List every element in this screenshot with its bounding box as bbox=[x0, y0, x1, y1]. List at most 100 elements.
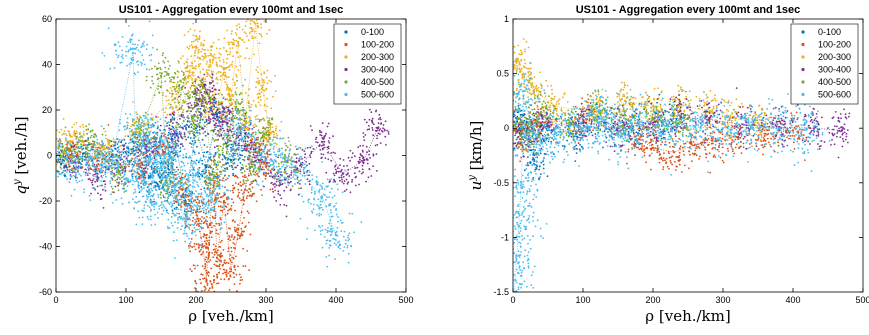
data-point bbox=[165, 99, 168, 102]
data-point bbox=[190, 143, 193, 145]
data-point bbox=[181, 137, 184, 140]
data-point bbox=[190, 126, 193, 129]
data-point bbox=[362, 161, 364, 164]
data-point bbox=[121, 150, 123, 153]
data-point bbox=[252, 124, 255, 127]
data-point bbox=[365, 180, 367, 183]
data-point bbox=[249, 233, 252, 236]
data-point bbox=[136, 118, 139, 120]
data-point bbox=[200, 44, 202, 46]
data-point bbox=[130, 130, 133, 132]
data-point bbox=[222, 96, 225, 99]
data-point bbox=[126, 145, 129, 148]
data-point bbox=[66, 178, 68, 181]
data-point bbox=[323, 140, 325, 143]
data-point bbox=[87, 161, 90, 163]
data-point bbox=[296, 171, 299, 174]
scatter-points bbox=[56, 19, 390, 292]
data-point bbox=[107, 151, 109, 154]
data-point bbox=[200, 282, 202, 285]
data-point bbox=[240, 189, 243, 192]
data-point bbox=[208, 254, 210, 256]
data-point bbox=[171, 145, 174, 148]
data-point bbox=[339, 164, 341, 167]
data-point bbox=[94, 173, 96, 176]
data-point bbox=[182, 145, 184, 148]
data-point bbox=[321, 137, 324, 139]
data-point bbox=[250, 30, 253, 33]
data-point bbox=[150, 59, 152, 62]
data-point bbox=[134, 73, 137, 76]
data-point bbox=[202, 211, 205, 214]
data-point bbox=[371, 121, 374, 124]
data-point bbox=[109, 139, 112, 142]
data-point bbox=[235, 73, 238, 76]
data-point bbox=[118, 172, 121, 175]
data-point bbox=[94, 171, 97, 174]
data-point bbox=[228, 289, 231, 291]
data-point bbox=[245, 179, 248, 182]
data-point bbox=[218, 89, 221, 92]
data-point bbox=[145, 48, 148, 51]
data-point bbox=[227, 92, 230, 94]
data-point bbox=[230, 164, 233, 167]
data-point bbox=[271, 122, 273, 125]
data-point bbox=[218, 265, 221, 268]
data-point bbox=[201, 216, 203, 218]
data-point bbox=[188, 243, 191, 245]
data-point bbox=[354, 167, 356, 170]
data-point bbox=[120, 180, 123, 183]
data-point bbox=[101, 153, 104, 156]
data-point bbox=[287, 178, 290, 181]
data-point bbox=[200, 248, 203, 251]
data-point bbox=[192, 72, 195, 74]
data-point bbox=[201, 114, 204, 116]
data-point bbox=[133, 170, 136, 172]
data-point bbox=[98, 146, 100, 149]
data-point bbox=[107, 124, 110, 126]
data-point bbox=[224, 167, 226, 170]
data-point bbox=[200, 125, 202, 128]
data-point bbox=[141, 62, 143, 65]
data-point bbox=[120, 153, 123, 156]
data-point bbox=[213, 253, 216, 256]
data-point bbox=[114, 174, 117, 177]
data-point bbox=[243, 31, 246, 33]
data-point bbox=[93, 168, 95, 171]
data-point bbox=[242, 203, 245, 206]
data-point bbox=[194, 141, 197, 144]
data-point bbox=[221, 107, 224, 109]
data-point bbox=[242, 198, 245, 201]
data-point bbox=[237, 56, 240, 59]
data-point bbox=[87, 137, 90, 140]
data-point bbox=[111, 150, 114, 152]
data-point bbox=[148, 68, 151, 71]
data-point bbox=[233, 236, 236, 238]
data-point bbox=[236, 164, 239, 167]
data-point bbox=[254, 123, 256, 126]
data-point bbox=[84, 139, 87, 142]
data-point bbox=[115, 49, 117, 52]
data-point bbox=[173, 88, 176, 91]
data-point bbox=[196, 130, 199, 132]
data-point bbox=[232, 158, 235, 161]
data-point bbox=[214, 248, 216, 251]
data-point bbox=[153, 134, 156, 137]
data-point bbox=[353, 155, 356, 158]
data-point bbox=[213, 182, 216, 185]
data-point bbox=[241, 163, 244, 166]
data-point bbox=[218, 200, 221, 203]
data-point bbox=[167, 60, 170, 63]
data-point bbox=[227, 272, 230, 275]
data-point bbox=[212, 97, 215, 100]
data-point bbox=[102, 148, 105, 151]
data-point bbox=[219, 145, 222, 148]
data-point bbox=[231, 41, 234, 44]
data-point bbox=[69, 148, 72, 151]
data-point bbox=[79, 155, 81, 158]
data-point bbox=[221, 153, 224, 156]
data-point bbox=[156, 73, 159, 76]
data-point bbox=[125, 182, 128, 185]
data-point bbox=[115, 53, 118, 56]
data-point bbox=[239, 157, 241, 160]
